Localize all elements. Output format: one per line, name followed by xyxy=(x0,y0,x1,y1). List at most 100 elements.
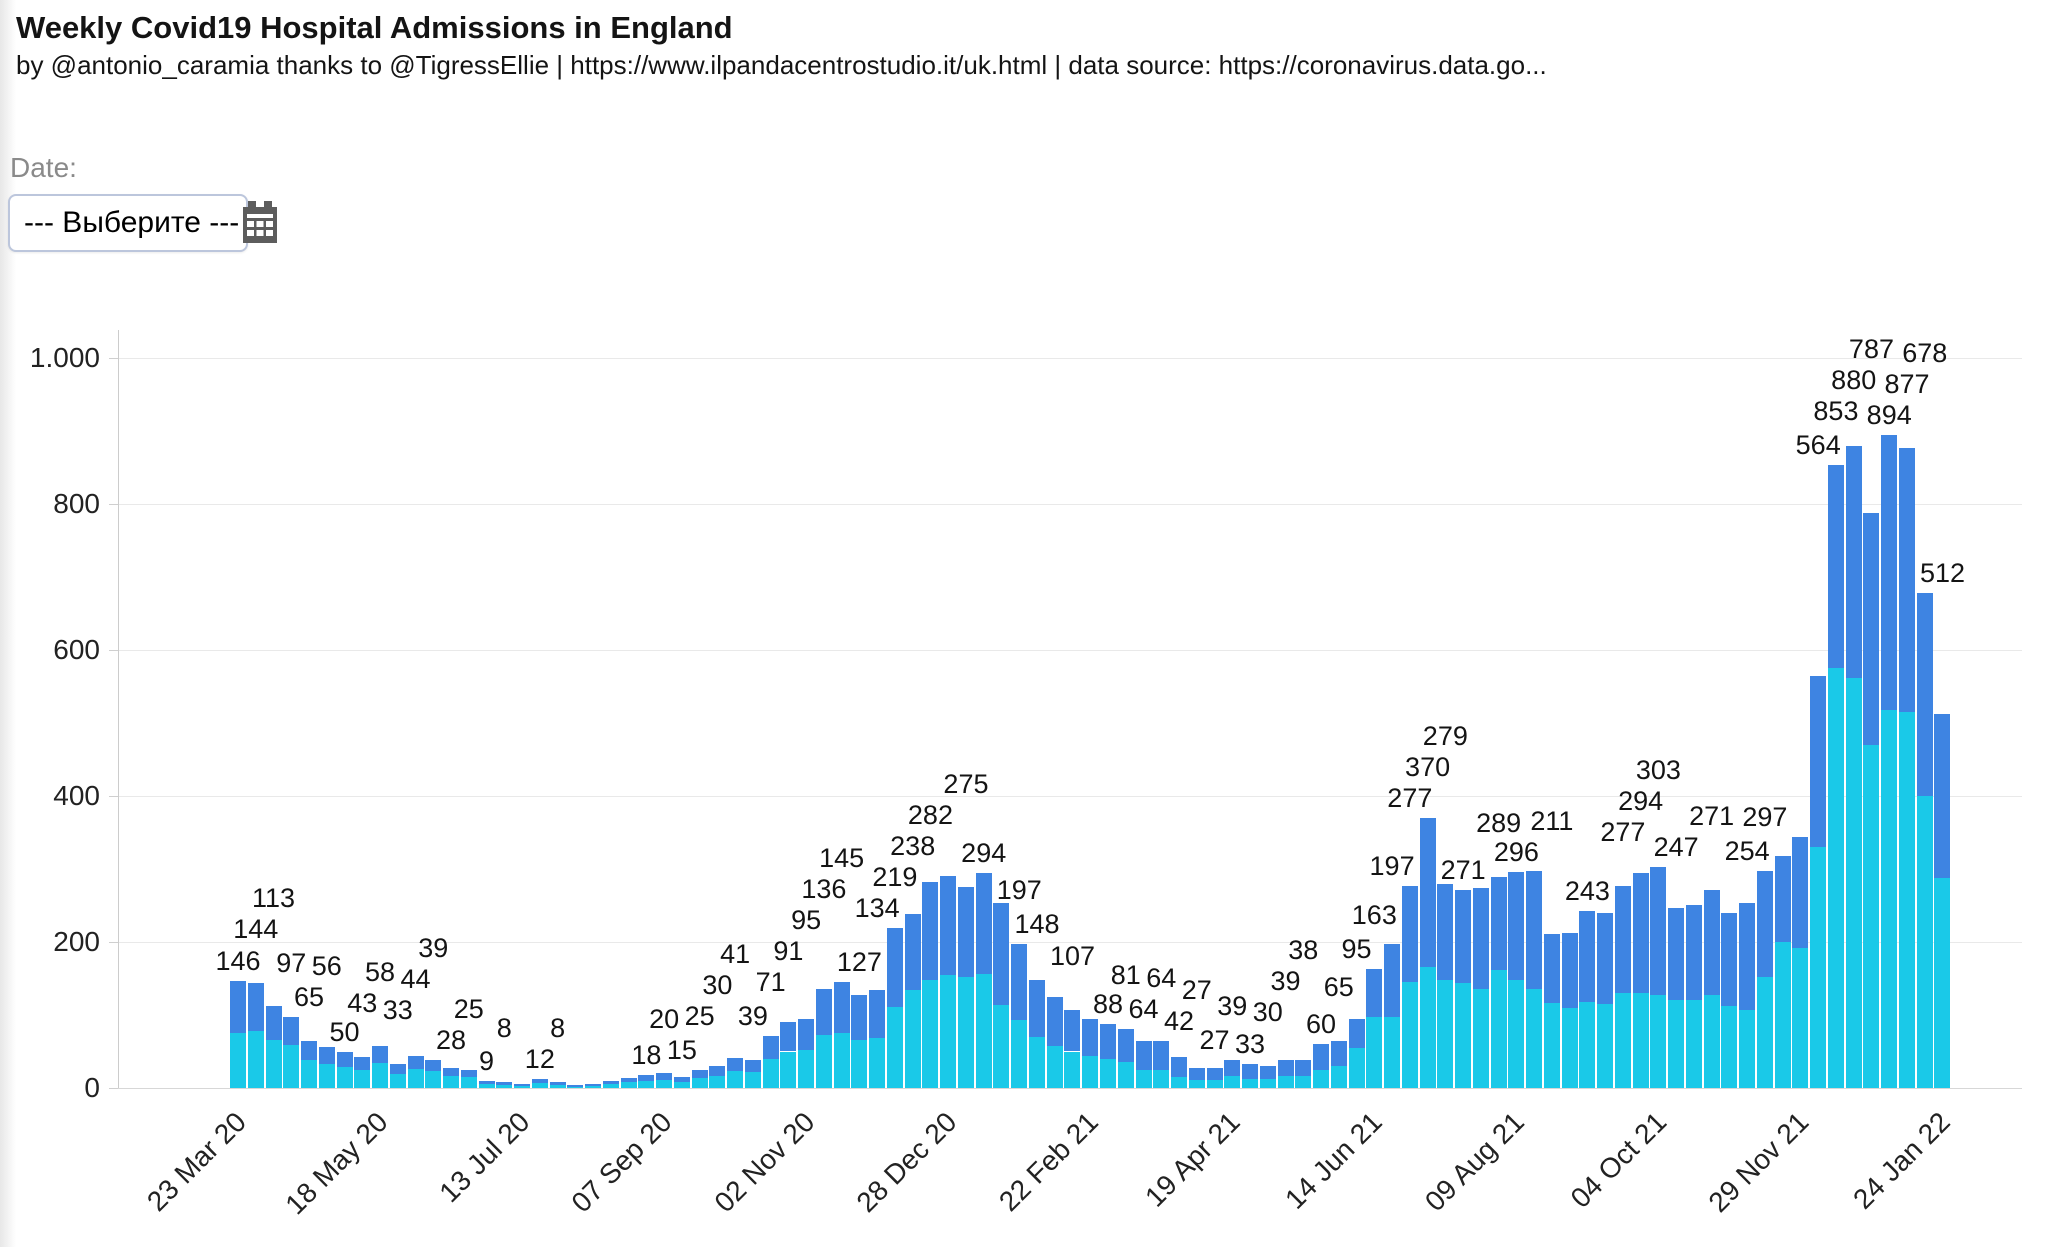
bar-segment-blue[interactable] xyxy=(673,1077,690,1083)
bar-segment-cyan[interactable] xyxy=(531,1082,548,1088)
bar-segment-cyan[interactable] xyxy=(1011,1020,1028,1088)
bar-segment-cyan[interactable] xyxy=(1561,1007,1578,1088)
bar-segment-blue[interactable] xyxy=(1028,979,1045,1037)
bar-segment-cyan[interactable] xyxy=(1668,999,1685,1088)
bar-segment-cyan[interactable] xyxy=(1153,1069,1170,1088)
bar-segment-blue[interactable] xyxy=(1614,885,1631,994)
bar-segment-blue[interactable] xyxy=(460,1069,477,1078)
bar-segment-cyan[interactable] xyxy=(1827,668,1844,1088)
bar-segment-blue[interactable] xyxy=(1650,866,1667,995)
bar-segment-blue[interactable] xyxy=(1721,912,1738,1007)
bar-segment-blue[interactable] xyxy=(1224,1059,1241,1077)
bar-segment-cyan[interactable] xyxy=(1277,1076,1294,1088)
bar-segment-cyan[interactable] xyxy=(957,977,974,1088)
bar-segment-cyan[interactable] xyxy=(673,1082,690,1088)
bar-segment-cyan[interactable] xyxy=(460,1077,477,1088)
bar-segment-cyan[interactable] xyxy=(318,1063,335,1088)
bar-segment-cyan[interactable] xyxy=(1206,1079,1223,1088)
bar-segment-cyan[interactable] xyxy=(851,1039,868,1088)
bar-segment-blue[interactable] xyxy=(940,876,957,975)
bar-segment-cyan[interactable] xyxy=(247,1031,264,1088)
bar-segment-cyan[interactable] xyxy=(1863,744,1880,1088)
bar-segment-cyan[interactable] xyxy=(425,1071,442,1088)
bar-segment-cyan[interactable] xyxy=(1028,1036,1045,1088)
bar-segment-cyan[interactable] xyxy=(798,1050,815,1088)
bar-segment-blue[interactable] xyxy=(1313,1044,1330,1070)
bar-segment-cyan[interactable] xyxy=(1082,1055,1099,1088)
bar-segment-blue[interactable] xyxy=(1881,435,1898,710)
bar-segment-cyan[interactable] xyxy=(443,1075,460,1088)
bar-segment-blue[interactable] xyxy=(798,1018,815,1051)
bar-segment-blue[interactable] xyxy=(372,1045,389,1064)
bar-segment-blue[interactable] xyxy=(1845,445,1862,678)
bar-segment-cyan[interactable] xyxy=(1685,1000,1702,1088)
bar-segment-blue[interactable] xyxy=(1419,817,1436,967)
bar-segment-blue[interactable] xyxy=(1774,855,1791,942)
bar-segment-blue[interactable] xyxy=(638,1074,655,1081)
bar-segment-cyan[interactable] xyxy=(549,1085,566,1088)
bar-segment-blue[interactable] xyxy=(1259,1066,1276,1080)
bar-segment-blue[interactable] xyxy=(549,1082,566,1086)
bar-segment-cyan[interactable] xyxy=(1348,1047,1365,1088)
bar-segment-blue[interactable] xyxy=(1739,902,1756,1010)
bar-segment-blue[interactable] xyxy=(514,1084,531,1086)
bar-segment-blue[interactable] xyxy=(1011,944,1028,1021)
bar-segment-blue[interactable] xyxy=(283,1017,300,1045)
bar-segment-blue[interactable] xyxy=(1579,910,1596,1002)
bar-segment-blue[interactable] xyxy=(265,1005,282,1040)
bar-segment-blue[interactable] xyxy=(1543,933,1560,1004)
bar-segment-blue[interactable] xyxy=(1632,873,1649,994)
date-select-dropdown[interactable]: --- Выберите --- xyxy=(8,194,278,252)
bar-segment-blue[interactable] xyxy=(336,1051,353,1067)
bar-segment-cyan[interactable] xyxy=(833,1032,850,1088)
bar-segment-blue[interactable] xyxy=(709,1066,726,1076)
bar-segment-cyan[interactable] xyxy=(1046,1045,1063,1088)
bar-segment-blue[interactable] xyxy=(727,1058,744,1072)
bar-segment-cyan[interactable] xyxy=(1401,982,1418,1088)
bar-segment-blue[interactable] xyxy=(1792,836,1809,948)
bar-segment-blue[interactable] xyxy=(620,1077,637,1083)
bar-segment-cyan[interactable] xyxy=(1756,977,1773,1088)
bar-segment-cyan[interactable] xyxy=(1472,988,1489,1088)
bar-segment-blue[interactable] xyxy=(1348,1018,1365,1048)
bar-segment-blue[interactable] xyxy=(1135,1041,1152,1070)
bar-segment-blue[interactable] xyxy=(957,887,974,978)
bar-segment-cyan[interactable] xyxy=(1064,1051,1081,1088)
bar-segment-blue[interactable] xyxy=(1330,1040,1347,1067)
bar-segment-cyan[interactable] xyxy=(1614,993,1631,1088)
bar-segment-cyan[interactable] xyxy=(780,1051,797,1088)
bar-segment-cyan[interactable] xyxy=(886,1006,903,1088)
bar-segment-cyan[interactable] xyxy=(691,1077,708,1088)
bar-segment-blue[interactable] xyxy=(1934,714,1951,878)
bar-segment-cyan[interactable] xyxy=(1437,979,1454,1088)
bar-segment-blue[interactable] xyxy=(975,873,992,975)
bar-segment-cyan[interactable] xyxy=(709,1075,726,1088)
bar-segment-blue[interactable] xyxy=(318,1047,335,1064)
bar-segment-blue[interactable] xyxy=(691,1069,708,1078)
bar-segment-blue[interactable] xyxy=(496,1082,513,1086)
bar-segment-cyan[interactable] xyxy=(1259,1079,1276,1088)
bar-segment-cyan[interactable] xyxy=(407,1069,424,1088)
bar-segment-cyan[interactable] xyxy=(1313,1069,1330,1088)
bar-segment-blue[interactable] xyxy=(301,1040,318,1061)
bar-segment-cyan[interactable] xyxy=(869,1038,886,1088)
bar-segment-blue[interactable] xyxy=(1526,871,1543,989)
bar-segment-blue[interactable] xyxy=(851,995,868,1040)
bar-segment-cyan[interactable] xyxy=(1099,1058,1116,1088)
bar-segment-blue[interactable] xyxy=(656,1073,673,1080)
bar-segment-blue[interactable] xyxy=(1508,871,1525,980)
bar-segment-cyan[interactable] xyxy=(993,1004,1010,1088)
bar-segment-cyan[interactable] xyxy=(1330,1066,1347,1088)
bar-segment-cyan[interactable] xyxy=(1242,1078,1259,1088)
bar-segment-cyan[interactable] xyxy=(1171,1077,1187,1088)
bar-segment-cyan[interactable] xyxy=(1384,1017,1401,1088)
bar-segment-cyan[interactable] xyxy=(1792,947,1809,1088)
bar-segment-cyan[interactable] xyxy=(1597,1004,1614,1088)
bar-segment-cyan[interactable] xyxy=(727,1071,744,1088)
bar-segment-blue[interactable] xyxy=(780,1021,797,1052)
bar-segment-cyan[interactable] xyxy=(922,979,939,1088)
bar-segment-blue[interactable] xyxy=(354,1056,371,1070)
bar-segment-cyan[interactable] xyxy=(1632,993,1649,1088)
bar-segment-cyan[interactable] xyxy=(1898,712,1915,1088)
bar-segment-blue[interactable] xyxy=(1863,513,1880,745)
